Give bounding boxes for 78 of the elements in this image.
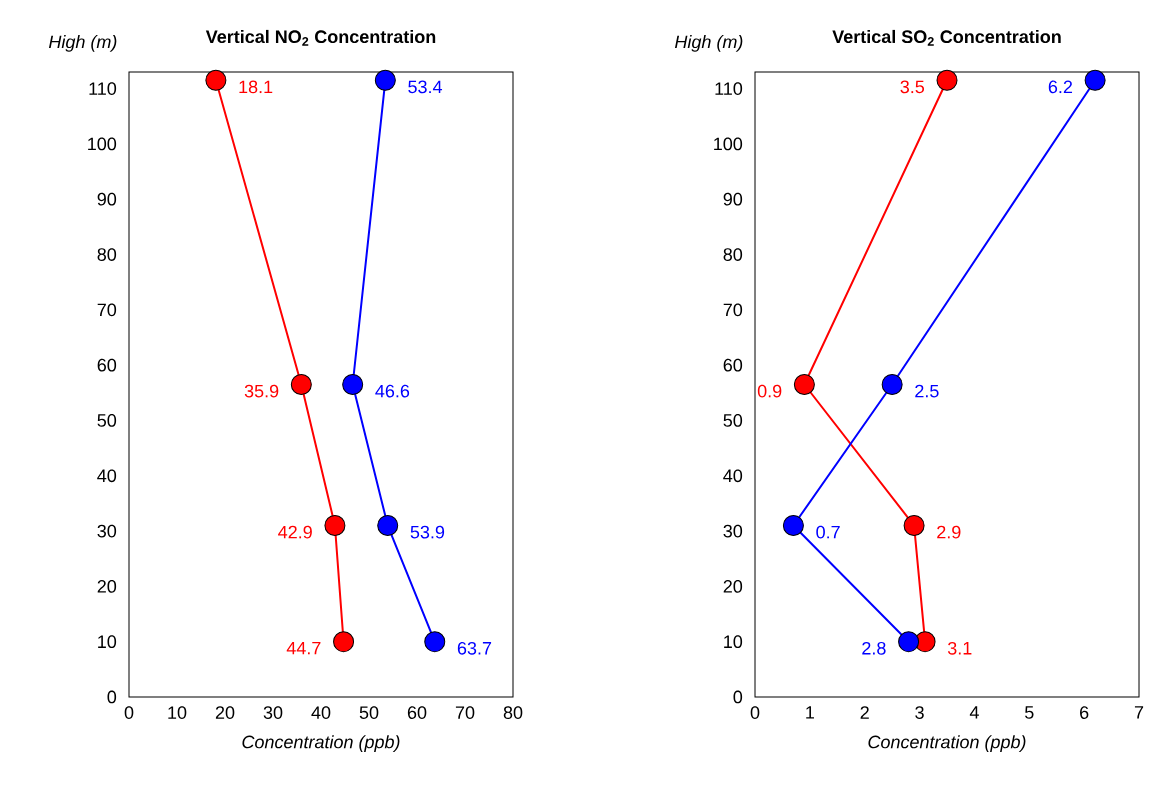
annotation: 46.6 <box>375 384 410 398</box>
annotation: 42.9 <box>278 525 312 539</box>
annotation: 0.9 <box>757 384 782 398</box>
x-tick-label: 7 <box>1134 706 1144 719</box>
point <box>333 631 355 653</box>
y-tick-label: 70 <box>97 303 117 317</box>
x-tick-label: 1 <box>806 706 814 719</box>
y-tick-label: 30 <box>97 524 117 538</box>
y-tick-label: 70 <box>723 303 743 317</box>
y-tick-label: 50 <box>97 414 117 427</box>
y-axis-title: High (m) <box>48 35 117 52</box>
x-tick-label: 2 <box>860 706 869 719</box>
annotation: 2.9 <box>937 525 961 539</box>
annotation: 6.2 <box>1048 80 1073 94</box>
point <box>424 631 446 653</box>
x-tick-label: 80 <box>503 706 523 719</box>
annotation: 44.7 <box>286 641 321 655</box>
y-tick-label: 100 <box>88 137 117 151</box>
y-axis-title: High (m) <box>674 35 743 52</box>
x-tick-label: 5 <box>1025 706 1034 719</box>
x-tick-label: 3 <box>915 706 924 719</box>
point <box>1084 69 1106 91</box>
point <box>290 374 312 395</box>
x-axis-title: Concentration (ppb) <box>242 735 400 752</box>
point <box>342 374 364 395</box>
y-tick-label: 10 <box>98 635 117 649</box>
point <box>881 374 903 395</box>
y-tick-label: 110 <box>89 82 117 95</box>
point <box>793 374 815 395</box>
x-tick-label: 0 <box>750 706 760 719</box>
x-axis-title: Concentration (ppb) <box>868 735 1026 752</box>
point <box>324 515 346 537</box>
y-tick-label: 60 <box>97 358 117 372</box>
annotation: 3.1 <box>947 641 972 655</box>
y-tick-label: 90 <box>97 192 117 206</box>
point <box>377 515 399 537</box>
y-tick-label: 100 <box>714 137 743 151</box>
x-tick-label: 6 <box>1080 706 1089 719</box>
y-tick-label: 110 <box>715 82 743 95</box>
x-tick-label: 0 <box>124 706 134 719</box>
y-tick-label: 90 <box>723 192 743 206</box>
x-tick-label: 30 <box>263 706 283 719</box>
annotation: 3.5 <box>900 80 925 94</box>
y-tick-label: 30 <box>723 524 743 538</box>
y-tick-label: 0 <box>107 690 117 704</box>
point <box>898 631 920 653</box>
point <box>903 515 925 537</box>
annotation: 53.9 <box>410 525 445 539</box>
annotation: 63.7 <box>457 641 492 655</box>
point <box>782 515 804 537</box>
x-tick-label: 10 <box>168 706 187 719</box>
y-tick-label: 50 <box>723 414 743 427</box>
annotation: 2.8 <box>862 641 886 655</box>
x-tick-label: 50 <box>359 706 379 719</box>
y-tick-label: 20 <box>97 580 117 593</box>
y-tick-label: 60 <box>723 358 743 372</box>
annotation: 35.9 <box>244 384 279 398</box>
annotation: 0.7 <box>816 525 840 539</box>
point <box>374 69 396 91</box>
x-tick-label: 20 <box>215 706 235 719</box>
y-tick-label: 80 <box>723 248 743 261</box>
annotation: 53.4 <box>408 80 443 94</box>
chart-title: Vertical NO$_{2}$ Concentration <box>205 29 436 46</box>
chart-title: Vertical SO$_{2}$ Concentration <box>832 29 1061 46</box>
x-tick-label: 70 <box>455 706 475 719</box>
y-tick-label: 0 <box>733 690 743 704</box>
x-tick-label: 40 <box>311 706 331 719</box>
point <box>936 69 958 91</box>
y-tick-label: 40 <box>723 469 743 483</box>
annotation: 2.5 <box>915 384 939 398</box>
x-tick-label: 4 <box>969 706 979 719</box>
y-tick-label: 40 <box>97 469 117 483</box>
x-tick-label: 60 <box>407 706 427 719</box>
y-tick-label: 20 <box>723 580 743 593</box>
y-tick-label: 10 <box>724 635 743 649</box>
y-tick-label: 80 <box>97 248 117 261</box>
annotation: 18.1 <box>239 80 273 94</box>
point <box>205 69 227 91</box>
